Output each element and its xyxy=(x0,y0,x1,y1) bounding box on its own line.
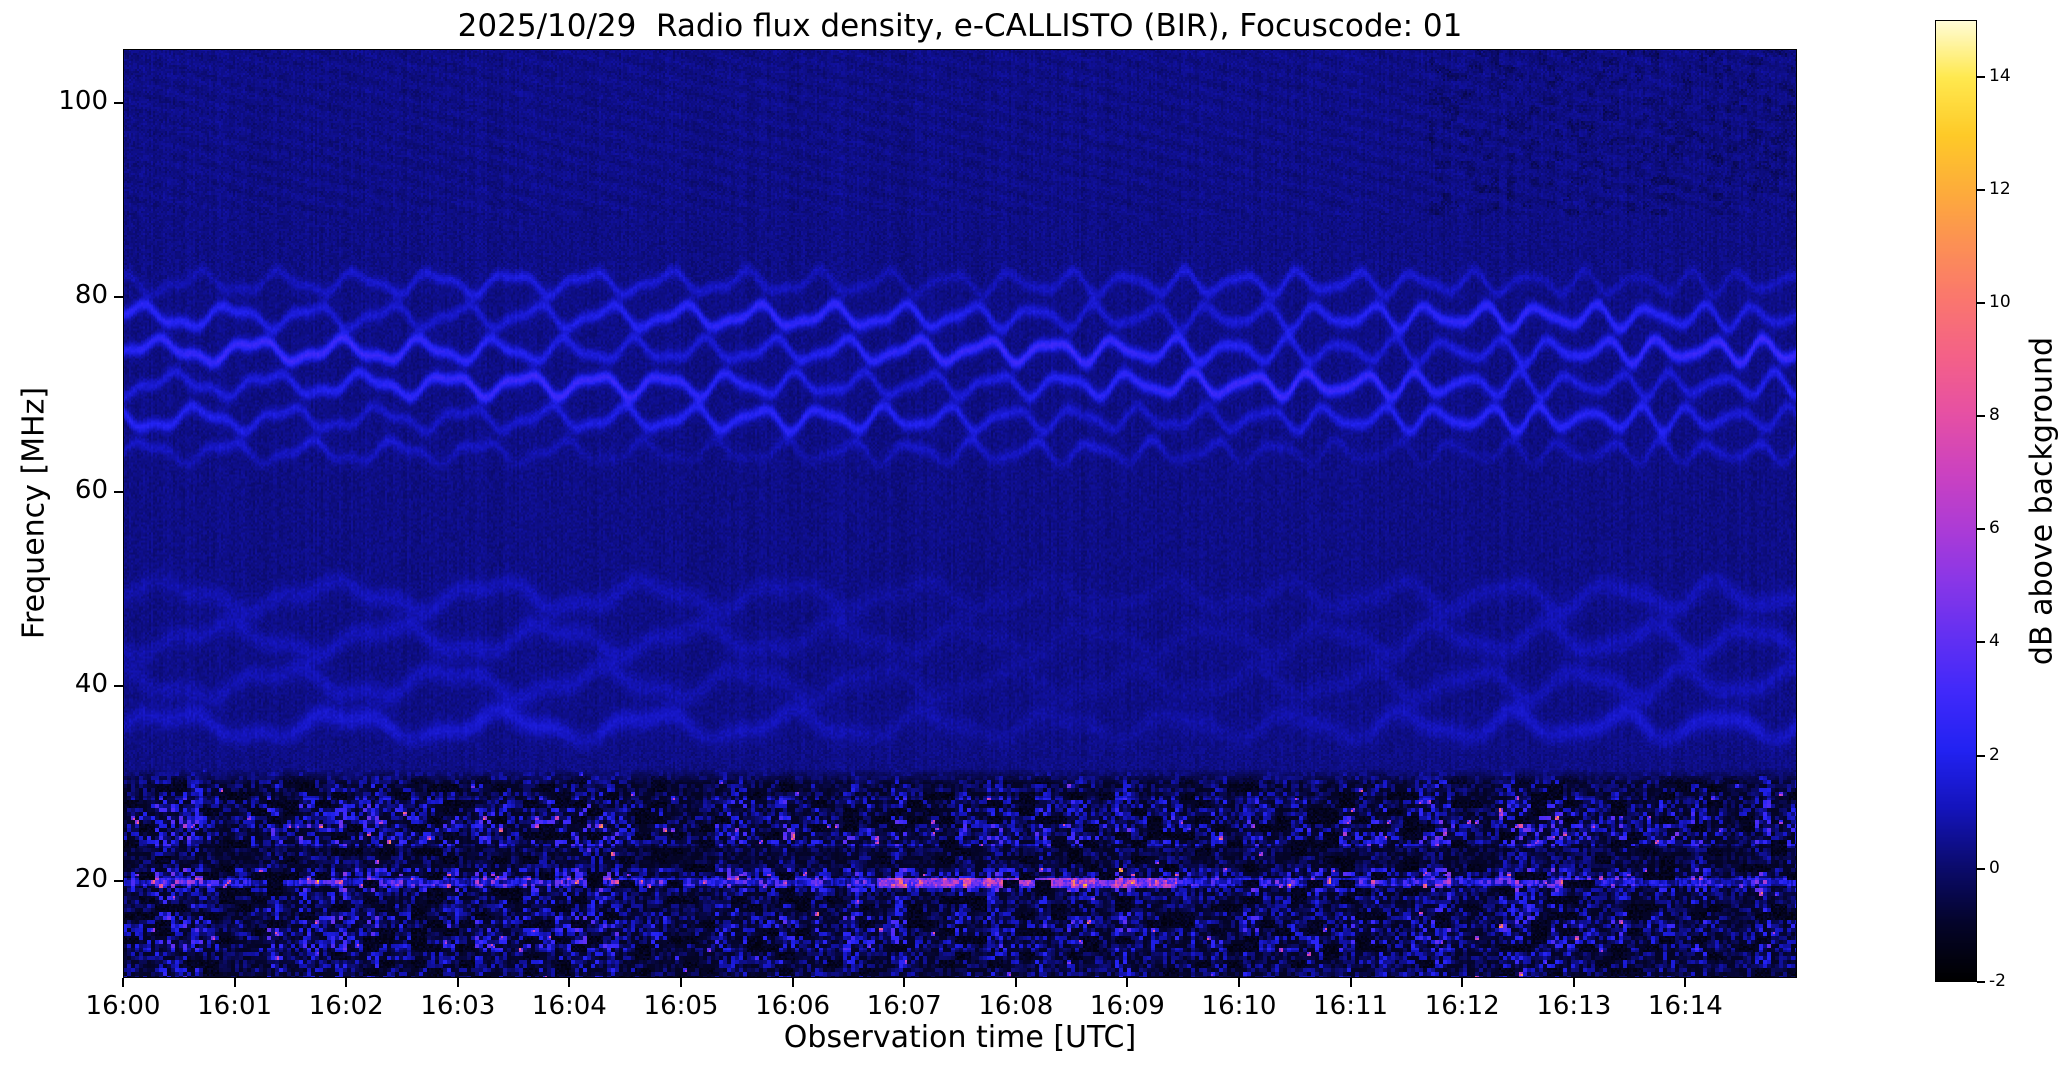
colorbar-tick-mark xyxy=(1977,301,1985,304)
colorbar-tick-label: 4 xyxy=(1989,631,2000,652)
x-tick-mark xyxy=(1014,978,1017,987)
colorbar xyxy=(1935,20,1977,982)
x-tick-label: 16:11 xyxy=(1313,991,1389,1021)
x-tick-mark xyxy=(456,978,459,987)
x-tick-label: 16:14 xyxy=(1647,991,1723,1021)
colorbar-tick-label: 12 xyxy=(1989,178,2011,199)
x-tick-label: 16:07 xyxy=(866,991,942,1021)
x-tick-mark xyxy=(1238,978,1240,987)
y-tick-label: 60 xyxy=(74,474,108,505)
colorbar-tick-label: 14 xyxy=(1989,65,2011,86)
x-tick-label: 16:06 xyxy=(755,991,831,1021)
x-tick-label: 16:10 xyxy=(1201,991,1277,1021)
x-tick-label: 16:13 xyxy=(1536,991,1612,1021)
x-tick-mark xyxy=(1461,978,1464,987)
y-tick-label: 40 xyxy=(74,669,108,700)
colorbar-tick-mark xyxy=(1977,415,1985,418)
y-tick-label: 80 xyxy=(74,280,108,311)
x-tick-label: 16:01 xyxy=(197,991,273,1021)
x-tick-label: 16:09 xyxy=(1089,991,1165,1021)
colorbar-tick-mark xyxy=(1977,528,1985,531)
x-tick-mark xyxy=(1572,978,1575,987)
x-tick-label: 16:05 xyxy=(643,991,719,1021)
colorbar-tick-mark xyxy=(1977,867,1985,870)
x-tick-mark xyxy=(122,978,124,987)
x-tick-label: 16:03 xyxy=(420,991,496,1021)
colorbar-canvas xyxy=(1935,20,1977,982)
y-tick-label: 100 xyxy=(58,85,108,116)
colorbar-tick-label: 0 xyxy=(1989,857,2000,878)
colorbar-tick-mark xyxy=(1977,641,1985,644)
spectrogram-canvas xyxy=(123,49,1797,978)
y-tick-mark xyxy=(114,101,123,104)
x-tick-mark xyxy=(1349,978,1352,987)
colorbar-tick-mark xyxy=(1977,754,1985,757)
x-tick-mark xyxy=(791,978,794,987)
x-tick-label: 16:04 xyxy=(531,991,607,1021)
colorbar-tick-mark xyxy=(1977,75,1985,78)
x-tick-mark xyxy=(903,978,906,987)
x-tick-mark xyxy=(345,978,348,987)
colorbar-tick-label: 10 xyxy=(1989,291,2011,312)
colorbar-tick-label: -2 xyxy=(1989,971,2006,991)
x-tick-label: 16:08 xyxy=(978,991,1054,1021)
colorbar-tick-mark xyxy=(1977,188,1985,191)
chart-title: 2025/10/29 Radio flux density, e-CALLIST… xyxy=(457,8,1463,44)
x-tick-label: 16:00 xyxy=(85,991,161,1021)
y-axis-label: Frequency [MHz] xyxy=(16,386,52,640)
x-tick-label: 16:02 xyxy=(308,991,384,1021)
y-tick-mark xyxy=(114,296,123,299)
x-axis-label: Observation time [UTC] xyxy=(783,1020,1137,1055)
colorbar-tick-label: 6 xyxy=(1989,518,2000,539)
y-tick-label: 20 xyxy=(74,863,108,894)
x-tick-label: 16:12 xyxy=(1424,991,1500,1021)
colorbar-label: dB above background xyxy=(2024,336,2060,666)
colorbar-tick-label: 2 xyxy=(1989,744,2000,765)
x-tick-mark xyxy=(1684,978,1687,987)
x-tick-mark xyxy=(680,978,682,987)
x-tick-mark xyxy=(233,978,236,987)
spectrogram-plot xyxy=(123,49,1797,978)
y-tick-mark xyxy=(114,490,123,493)
y-tick-mark xyxy=(114,685,123,688)
x-tick-mark xyxy=(1126,978,1129,987)
colorbar-tick-label: 8 xyxy=(1989,405,2000,426)
x-tick-mark xyxy=(568,978,571,987)
colorbar-tick-mark xyxy=(1977,981,1985,983)
y-tick-mark xyxy=(114,879,123,882)
